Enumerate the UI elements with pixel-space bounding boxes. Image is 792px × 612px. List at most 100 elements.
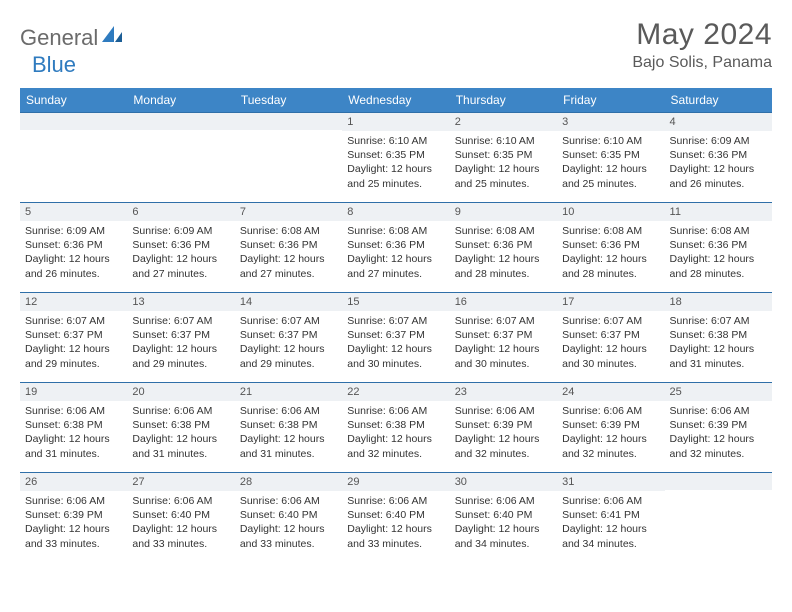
day-number: 23 [450,383,557,401]
sunset-text: Sunset: 6:40 PM [132,508,229,522]
sunrise-text: Sunrise: 6:08 AM [670,224,767,238]
daylight-text: Daylight: 12 hours and 25 minutes. [455,162,552,190]
day-number: 30 [450,473,557,491]
sunset-text: Sunset: 6:38 PM [347,418,444,432]
day-number: 22 [342,383,449,401]
sunset-text: Sunset: 6:36 PM [670,148,767,162]
daylight-text: Daylight: 12 hours and 30 minutes. [347,342,444,370]
day-number: 20 [127,383,234,401]
daylight-text: Daylight: 12 hours and 29 minutes. [240,342,337,370]
calendar-day-cell: 21Sunrise: 6:06 AMSunset: 6:38 PMDayligh… [235,383,342,473]
day-detail: Sunrise: 6:06 AMSunset: 6:38 PMDaylight:… [20,401,127,465]
daylight-text: Daylight: 12 hours and 25 minutes. [562,162,659,190]
sunset-text: Sunset: 6:41 PM [562,508,659,522]
day-detail: Sunrise: 6:07 AMSunset: 6:37 PMDaylight:… [20,311,127,375]
sunset-text: Sunset: 6:40 PM [240,508,337,522]
sunrise-text: Sunrise: 6:06 AM [455,404,552,418]
sunrise-text: Sunrise: 6:07 AM [562,314,659,328]
day-number [235,113,342,130]
sunrise-text: Sunrise: 6:08 AM [562,224,659,238]
sunrise-text: Sunrise: 6:06 AM [240,494,337,508]
day-number: 9 [450,203,557,221]
calendar-day-cell: 16Sunrise: 6:07 AMSunset: 6:37 PMDayligh… [450,293,557,383]
day-number: 31 [557,473,664,491]
calendar-week-row: 1Sunrise: 6:10 AMSunset: 6:35 PMDaylight… [20,113,772,203]
day-number: 5 [20,203,127,221]
day-number: 12 [20,293,127,311]
logo-sail-icon [100,24,126,51]
daylight-text: Daylight: 12 hours and 26 minutes. [25,252,122,280]
calendar-day-cell: 12Sunrise: 6:07 AMSunset: 6:37 PMDayligh… [20,293,127,383]
sunset-text: Sunset: 6:36 PM [240,238,337,252]
location-text: Bajo Solis, Panama [632,54,772,72]
calendar-day-cell: 30 Sunrise: 6:06 AMSunset: 6:40 PMDayligh… [450,473,557,563]
calendar-day-cell: 11Sunrise: 6:08 AMSunset: 6:36 PMDayligh… [665,203,772,293]
day-number: 7 [235,203,342,221]
day-number: 28 [235,473,342,491]
sunrise-text: Sunrise: 6:07 AM [670,314,767,328]
sunset-text: Sunset: 6:40 PM [347,508,444,522]
daylight-text: Daylight: 12 hours and 31 minutes. [240,432,337,460]
daylight-text: Daylight: 12 hours and 27 minutes. [240,252,337,280]
sunset-text: Sunset: 6:36 PM [25,238,122,252]
day-number: 18 [665,293,772,311]
day-number: 24 [557,383,664,401]
sunrise-text: Sunrise: 6:07 AM [347,314,444,328]
day-number: 8 [342,203,449,221]
day-number: 10 [557,203,664,221]
day-detail: Sunrise: 6:07 AMSunset: 6:37 PMDaylight:… [127,311,234,375]
day-detail: Sunrise: 6:06 AMSunset: 6:40 PMDaylight:… [235,491,342,555]
day-detail: Sunrise: 6:08 AMSunset: 6:36 PMDaylight:… [557,221,664,285]
day-detail: Sunrise: 6:06 AMSunset: 6:38 PMDaylight:… [235,401,342,465]
day-number: 2 [450,113,557,131]
sunset-text: Sunset: 6:38 PM [240,418,337,432]
day-number: 6 [127,203,234,221]
day-number: 25 [665,383,772,401]
calendar-day-cell: 7Sunrise: 6:08 AMSunset: 6:36 PMDaylight… [235,203,342,293]
sunrise-text: Sunrise: 6:06 AM [455,494,552,508]
calendar-header-row: Sunday Monday Tuesday Wednesday Thursday… [20,88,772,113]
calendar-day-cell: 31Sunrise: 6:06 AMSunset: 6:41 PMDayligh… [557,473,664,563]
calendar-day-cell: 29Sunrise: 6:06 AMSunset: 6:40 PMDayligh… [342,473,449,563]
calendar-day-cell: 14Sunrise: 6:07 AMSunset: 6:37 PMDayligh… [235,293,342,383]
calendar-day-cell: 17Sunrise: 6:07 AMSunset: 6:37 PMDayligh… [557,293,664,383]
calendar-table: Sunday Monday Tuesday Wednesday Thursday… [20,88,772,563]
calendar-day-cell: 18Sunrise: 6:07 AMSunset: 6:38 PMDayligh… [665,293,772,383]
daylight-text: Daylight: 12 hours and 28 minutes. [455,252,552,280]
daylight-text: Daylight: 12 hours and 34 minutes. [455,522,552,550]
day-header: Monday [127,88,234,113]
daylight-text: Daylight: 12 hours and 28 minutes. [670,252,767,280]
day-header: Wednesday [342,88,449,113]
sunrise-text: Sunrise: 6:06 AM [25,404,122,418]
sunset-text: Sunset: 6:40 PM [455,508,552,522]
calendar-day-cell: 24Sunrise: 6:06 AMSunset: 6:39 PMDayligh… [557,383,664,473]
daylight-text: Daylight: 12 hours and 31 minutes. [132,432,229,460]
sunrise-text: Sunrise: 6:07 AM [455,314,552,328]
day-number: 4 [665,113,772,131]
day-number: 15 [342,293,449,311]
calendar-week-row: 19Sunrise: 6:06 AMSunset: 6:38 PMDayligh… [20,383,772,473]
logo-text-general: General [20,25,98,51]
day-detail: Sunrise: 6:09 AMSunset: 6:36 PMDaylight:… [665,131,772,195]
calendar-day-cell: 22Sunrise: 6:06 AMSunset: 6:38 PMDayligh… [342,383,449,473]
day-number: 29 [342,473,449,491]
day-number: 1 [342,113,449,131]
day-detail: Sunrise: 6:08 AMSunset: 6:36 PMDaylight:… [665,221,772,285]
day-detail: Sunrise: 6:07 AMSunset: 6:37 PMDaylight:… [342,311,449,375]
calendar-week-row: 26Sunrise: 6:06 AMSunset: 6:39 PMDayligh… [20,473,772,563]
day-detail: Sunrise: 6:06 AMSunset: 6:39 PMDaylight:… [20,491,127,555]
daylight-text: Daylight: 12 hours and 32 minutes. [670,432,767,460]
day-detail: Sunrise: 6:08 AMSunset: 6:36 PMDaylight:… [342,221,449,285]
day-number: 13 [127,293,234,311]
logo: General [20,24,128,51]
day-number [665,473,772,490]
sunset-text: Sunset: 6:37 PM [455,328,552,342]
daylight-text: Daylight: 12 hours and 31 minutes. [25,432,122,460]
sunset-text: Sunset: 6:36 PM [132,238,229,252]
day-detail: Sunrise: 6:08 AMSunset: 6:36 PMDaylight:… [235,221,342,285]
sunset-text: Sunset: 6:37 PM [347,328,444,342]
day-number: 14 [235,293,342,311]
daylight-text: Daylight: 12 hours and 32 minutes. [455,432,552,460]
sunset-text: Sunset: 6:39 PM [562,418,659,432]
calendar-day-cell: 1Sunrise: 6:10 AMSunset: 6:35 PMDaylight… [342,113,449,203]
